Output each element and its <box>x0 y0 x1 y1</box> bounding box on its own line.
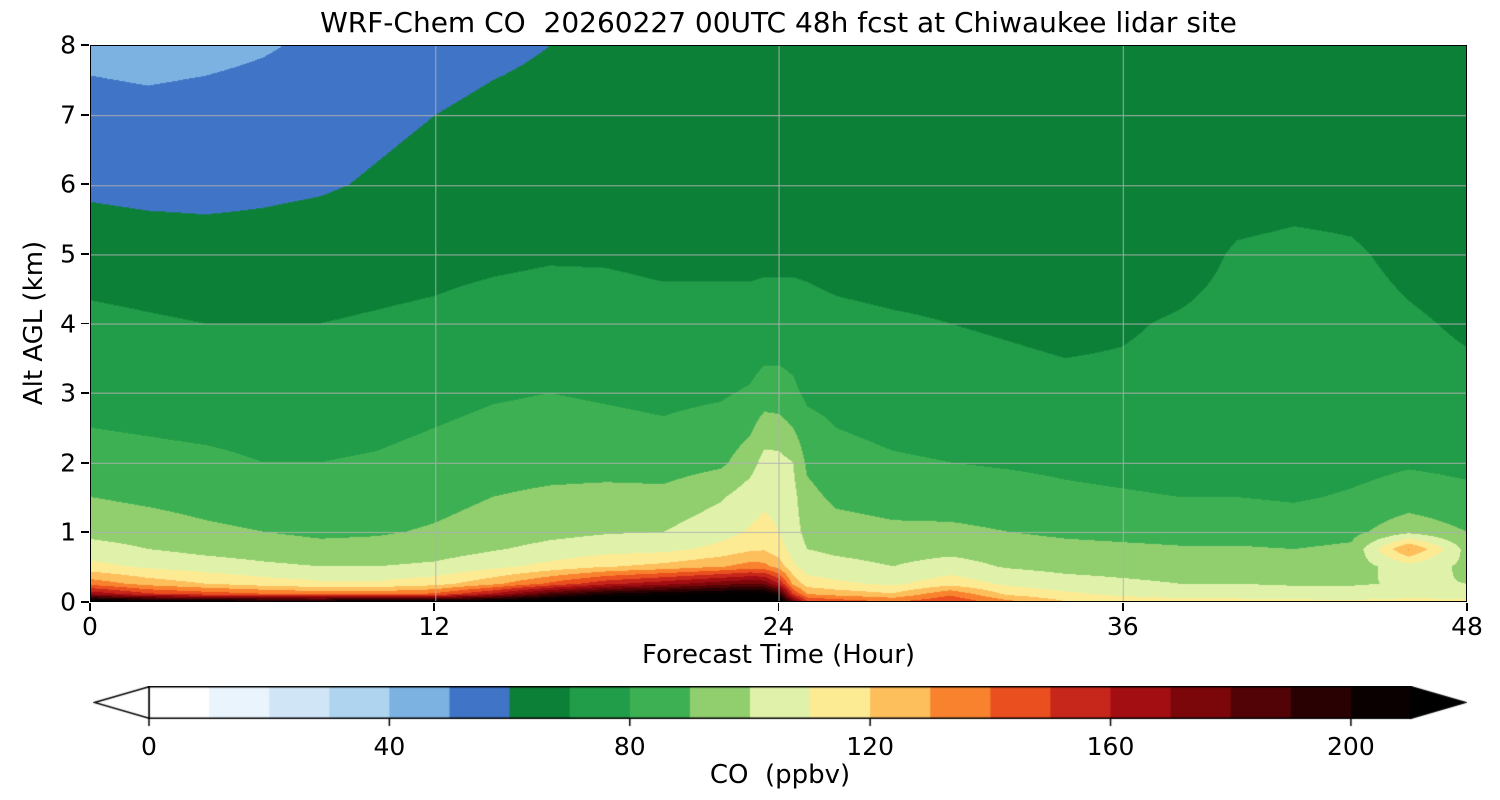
y-tick-label: 0 <box>60 587 76 617</box>
y-tick-mark <box>81 183 89 186</box>
y-tick-label: 4 <box>60 309 76 338</box>
y-tick-label: 1 <box>60 517 76 547</box>
colorbar-tick-label: 160 <box>1086 732 1135 761</box>
colorbar-tick-label: 120 <box>846 732 894 761</box>
chart-title: WRF-Chem CO 20260227 00UTC 48h fcst at C… <box>320 6 1237 39</box>
colorbar <box>93 686 1467 728</box>
y-tick-label: 2 <box>60 448 76 478</box>
colorbar-tick-label: 40 <box>373 732 406 761</box>
colorbar-tick-label: 200 <box>1327 732 1375 761</box>
y-tick-label: 5 <box>60 239 76 269</box>
y-tick-label: 3 <box>60 378 76 408</box>
colorbar-canvas <box>93 686 1467 728</box>
x-tick-label: 24 <box>762 612 795 641</box>
x-tick-mark <box>777 603 780 611</box>
y-tick-mark <box>81 531 89 534</box>
colorbar-label: CO (ppbv) <box>709 760 851 790</box>
y-tick-mark <box>81 252 89 255</box>
y-tick-mark <box>81 44 89 46</box>
x-tick-mark <box>1121 603 1124 611</box>
colorbar-tick-label: 80 <box>613 732 646 761</box>
x-tick-mark <box>1466 603 1468 611</box>
x-tick-label: 12 <box>418 612 451 641</box>
y-tick-mark <box>81 601 89 603</box>
y-tick-mark <box>81 322 89 325</box>
x-axis-label: Forecast Time (Hour) <box>641 640 916 670</box>
x-tick-label: 0 <box>82 612 98 641</box>
x-tick-label: 48 <box>1451 612 1483 641</box>
y-tick-mark <box>81 392 89 395</box>
y-tick-label: 7 <box>60 100 76 130</box>
contour-field-canvas <box>91 46 1466 601</box>
plot-area <box>90 45 1467 602</box>
y-tick-mark <box>81 461 89 464</box>
x-tick-mark <box>89 603 91 611</box>
y-tick-label: 8 <box>60 30 76 60</box>
y-axis-label: Alt AGL (km) <box>19 240 49 406</box>
y-tick-label: 6 <box>60 169 76 199</box>
x-tick-label: 36 <box>1106 612 1139 641</box>
x-tick-mark <box>433 603 436 611</box>
y-tick-mark <box>81 113 89 116</box>
colorbar-tick-label: 0 <box>141 732 157 761</box>
